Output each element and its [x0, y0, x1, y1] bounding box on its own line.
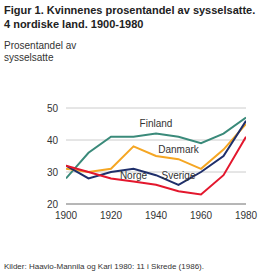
- svg-text:1980: 1980: [235, 210, 252, 221]
- svg-text:20: 20: [47, 199, 59, 210]
- svg-text:1920: 1920: [100, 210, 123, 221]
- svg-text:1960: 1960: [190, 210, 213, 221]
- html-text:Figur 1. Kvinnenes prosentande: Figur 1. Kvinnenes prosentandel av sysse…: [4, 4, 256, 30]
- svg-text:1900: 1900: [55, 210, 78, 221]
- svg-text:40: 40: [47, 135, 59, 146]
- svg-text:Finland: Finland: [140, 118, 173, 129]
- svg-text:30: 30: [47, 167, 59, 178]
- html-text:Kilder: Haavio-Mannila og Kari: Kilder: Haavio-Mannila og Kari 1980: 11 …: [4, 262, 204, 271]
- svg-text:Norge: Norge: [120, 170, 148, 181]
- svg-text:50: 50: [47, 103, 59, 114]
- html-text:Prosentandel av sysselsatte: Prosentandel av sysselsatte: [4, 40, 77, 63]
- svg-text:Sverige: Sverige: [162, 170, 196, 181]
- svg-text:1940: 1940: [145, 210, 168, 221]
- svg-text:Danmark: Danmark: [158, 144, 200, 155]
